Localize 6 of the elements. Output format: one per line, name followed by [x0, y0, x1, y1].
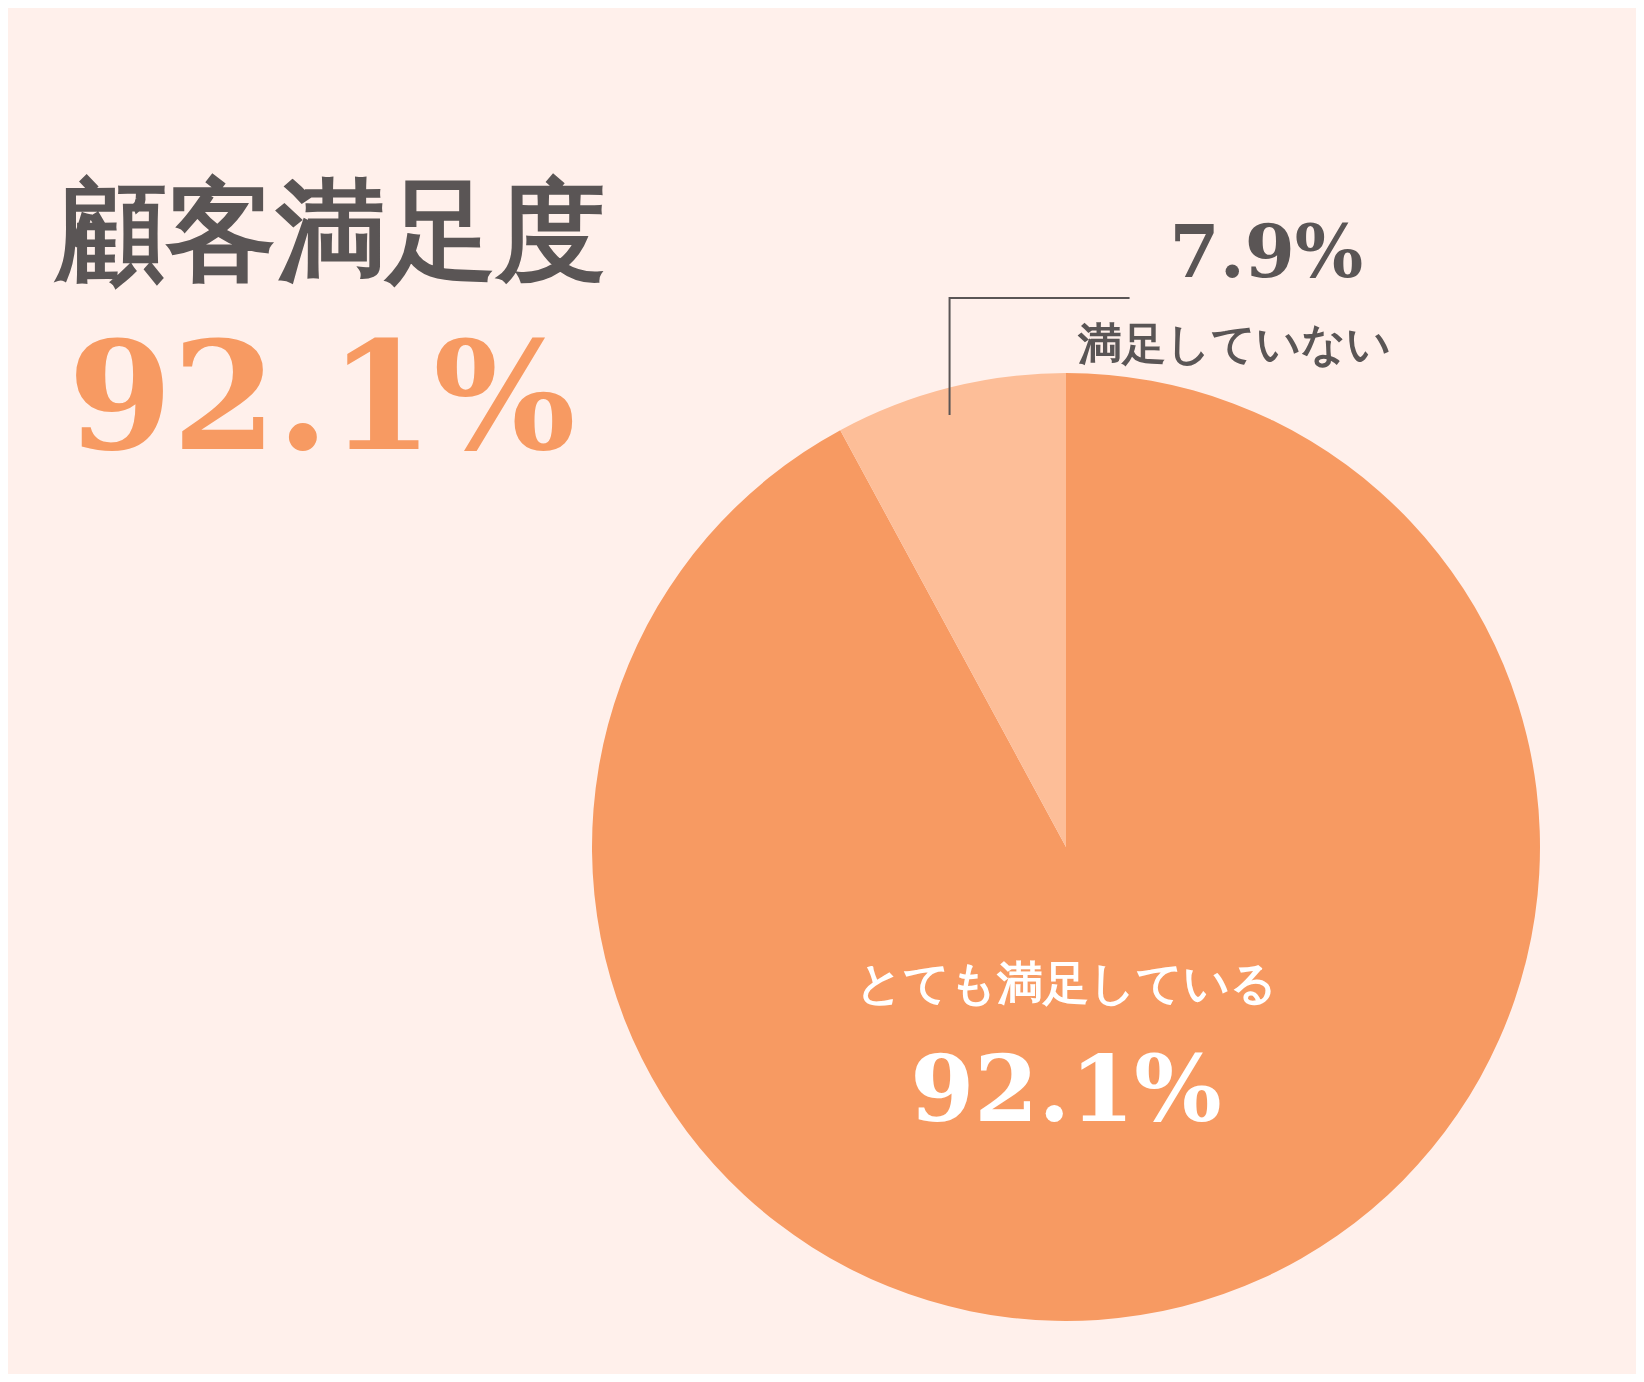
data-label: 92.1%	[910, 1034, 1222, 1143]
slice-label: とても満足している	[855, 955, 1277, 1010]
data-label: 7.9%	[1169, 208, 1364, 294]
chart-title: 顧客満足度	[56, 165, 606, 297]
text: 92.1%	[68, 308, 576, 484]
slice-label: 満足していない	[1077, 318, 1391, 370]
